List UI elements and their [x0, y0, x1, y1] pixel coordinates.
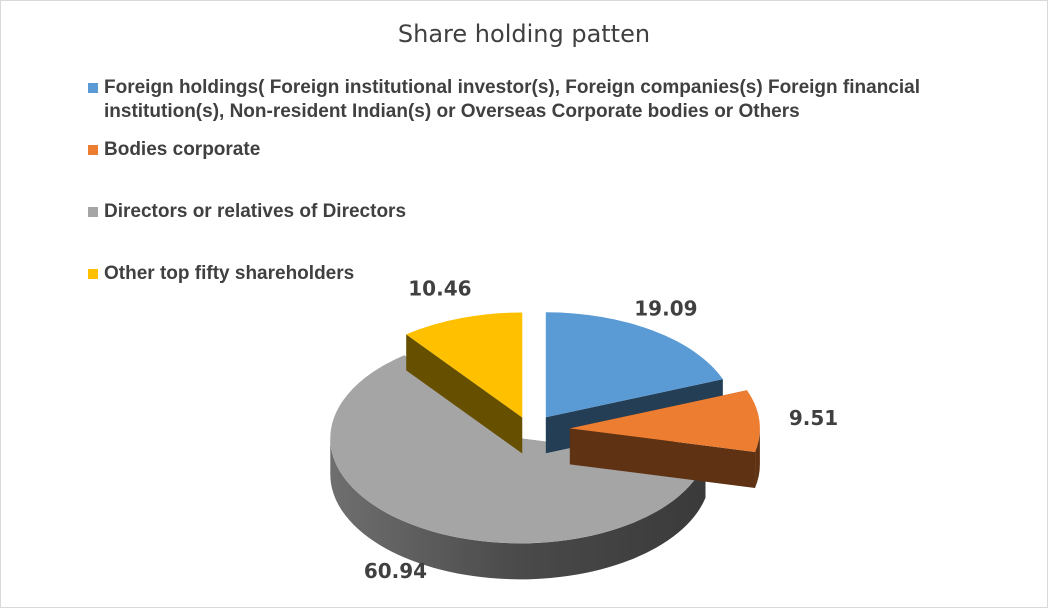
pie-slice-top-foreign-holdings: [545, 312, 723, 418]
pie-slice-top-other-top-fifty: [406, 312, 523, 418]
pie-slice-wall-other-top-fifty: [406, 334, 523, 454]
legend-entry-other-top-fifty: Other top fifty shareholders: [88, 262, 1018, 286]
data-label-directors: 60.94: [364, 559, 427, 583]
legend-entry-directors: Directors or relatives of Directors: [88, 200, 1018, 224]
legend-label-foreign-holdings: Foreign holdings( Foreign institutional …: [104, 77, 920, 122]
chart-title: Share holding patten: [397, 20, 651, 48]
pie-slice-bodies-corporate: [569, 390, 760, 488]
legend-label-bodies-corporate: Bodies corporate: [104, 139, 261, 160]
legend-label-directors: Directors or relatives of Directors: [104, 201, 407, 222]
legend-swatch-bodies-corporate: [88, 145, 98, 155]
pie-slice-side-bodies-corporate: [755, 428, 760, 488]
legend-entry-bodies-corporate: Bodies corporate: [88, 138, 1018, 162]
pie-slice-side-directors: [330, 438, 706, 580]
data-label-other-top-fifty: 10.46: [408, 277, 471, 301]
data-label-bodies-corporate: 9.51: [789, 406, 838, 430]
legend-swatch-foreign-holdings: [88, 83, 98, 93]
pie-slice-top-bodies-corporate: [569, 390, 760, 452]
legend-label-other-top-fifty: Other top fifty shareholders: [104, 263, 355, 284]
pie-slice-other-top-fifty: [406, 312, 523, 454]
legend-swatch-directors: [88, 207, 98, 217]
data-label-foreign-holdings: 19.09: [634, 297, 697, 321]
legend-entry-foreign-holdings: Foreign holdings( Foreign institutional …: [88, 76, 1018, 124]
legend-swatch-other-top-fifty: [88, 269, 98, 279]
